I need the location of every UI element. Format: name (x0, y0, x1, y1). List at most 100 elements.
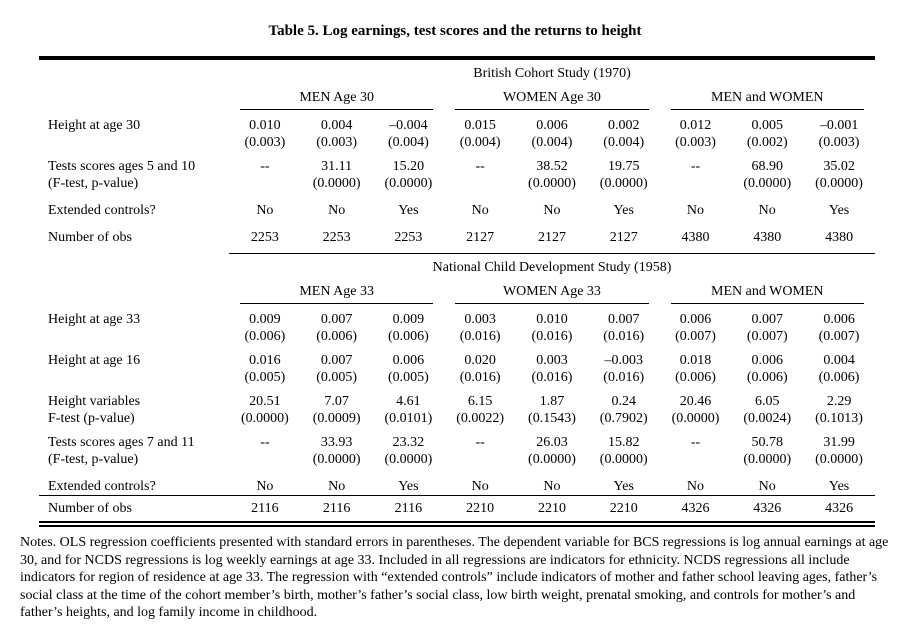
column-group: MEN Age 30 (229, 85, 444, 110)
panel-title: British Cohort Study (1970) (229, 56, 875, 85)
row-label-spacer (39, 254, 229, 280)
coefficient: -- (475, 435, 485, 450)
coefficient: Yes (828, 203, 850, 218)
data-cell: 0.009 (0.006) (229, 304, 301, 345)
table-title: Table 5. Log earnings, test scores and t… (268, 23, 642, 39)
coefficient: 4380 (681, 230, 710, 245)
standard-error: (0.005) (388, 370, 429, 385)
coefficient: 2.29 (826, 394, 852, 409)
coefficient: No (543, 479, 561, 494)
panel-title: National Child Development Study (1958) (229, 253, 875, 279)
table-row: MEN Age 33 WOMEN Age 33 MEN and WOMEN (39, 279, 875, 304)
row-label-line: Height at age 16 (48, 353, 141, 368)
standard-error: (0.016) (603, 370, 645, 385)
coefficient: 50.78 (751, 435, 783, 450)
data-cell: 38.52 (0.0000) (516, 151, 588, 192)
data-cell: 31.99 (0.0000) (803, 427, 875, 468)
standard-error: (0.0000) (743, 452, 792, 467)
coefficient: No (471, 203, 489, 218)
coefficient: 4326 (681, 501, 710, 516)
data-cell: No (301, 468, 373, 496)
row-label: Number of obs (39, 219, 229, 254)
coefficient: Yes (398, 479, 419, 494)
row-label-line: Number of obs (48, 501, 132, 516)
row-label: Tests scores ages 5 and 10 (F-test, p-val… (39, 151, 229, 192)
data-cell: No (444, 192, 516, 219)
coefficient: 0.009 (249, 312, 281, 327)
data-cell: 0.004 (0.003) (301, 110, 373, 151)
standard-error: (0.0000) (815, 176, 863, 191)
standard-error: (0.002) (746, 135, 788, 150)
coefficient: –0.001 (819, 118, 859, 133)
data-cell: 0.006 (0.006) (731, 345, 803, 386)
table-row: Height variables F-test (p-value) 20.51 (0.… (39, 386, 875, 427)
coefficient: -- (260, 159, 270, 174)
column-group: MEN and WOMEN (660, 279, 875, 304)
data-cell: 4326 (803, 495, 875, 524)
data-cell: 0.24 (0.7902) (588, 386, 660, 427)
table-row: Height at age 16 0.016 (0.005) 0.007 (0.005)… (39, 345, 875, 386)
data-cell: 20.46 (0.0000) (660, 386, 732, 427)
data-cell: 4380 (803, 219, 875, 254)
data-cell: Yes (803, 192, 875, 219)
data-cell: 6.15 (0.0022) (444, 386, 516, 427)
data-cell: 2253 (373, 219, 445, 254)
coefficient: 38.52 (536, 159, 568, 174)
column-group-header: MEN Age 33 (240, 281, 434, 304)
coefficient: 0.007 (320, 353, 353, 368)
coefficient: 0.003 (536, 353, 568, 368)
coefficient: 0.010 (536, 312, 568, 327)
table-row: Height at age 33 0.009 (0.006) 0.007 (0.006)… (39, 304, 875, 345)
table-row: MEN Age 30 WOMEN Age 30 MEN and WOMEN (39, 85, 875, 110)
standard-error: (0.0000) (528, 176, 576, 191)
row-label-line: Tests scores ages 5 and 10 (48, 159, 196, 174)
row-label: Extended controls? (39, 468, 229, 496)
data-cell: 0.005 (0.002) (731, 110, 803, 151)
standard-error: (0.0000) (599, 176, 648, 191)
coefficient: 2116 (251, 501, 279, 516)
data-cell: -- (444, 151, 516, 192)
coefficient: 2127 (466, 230, 495, 245)
standard-error: (0.0009) (312, 411, 361, 426)
coefficient: 0.010 (249, 118, 281, 133)
standard-error: (0.016) (459, 370, 501, 385)
coefficient: 6.05 (754, 394, 780, 409)
data-cell: 2127 (444, 219, 516, 254)
coefficient: Yes (613, 479, 634, 494)
data-cell: 0.003 (0.016) (444, 304, 516, 345)
coefficient: 2127 (609, 230, 638, 245)
data-cell: Yes (588, 192, 660, 219)
data-cell: 7.07 (0.0009) (301, 386, 373, 427)
data-cell: No (516, 468, 588, 496)
coefficient: 4.61 (396, 394, 421, 409)
data-cell: Yes (803, 468, 875, 496)
table-row: Number of obs 2116 2116 2116 2210 2210 2210 432… (39, 495, 875, 524)
standard-error: (0.016) (459, 329, 501, 344)
column-group-header: WOMEN Age 30 (455, 87, 649, 110)
standard-error: (0.0000) (743, 176, 792, 191)
standard-error: (0.004) (603, 135, 645, 150)
results-table: British Cohort Study (1970) MEN Age 30 WOM… (39, 56, 875, 527)
standard-error: (0.0000) (815, 452, 863, 467)
coefficient: -- (690, 435, 701, 450)
coefficient: 0.016 (249, 353, 281, 368)
standard-error: (0.0000) (528, 452, 576, 467)
paper-page: Table 5. Log earnings, test scores and t… (0, 22, 910, 641)
data-cell: 26.03 (0.0000) (516, 427, 588, 468)
data-cell: 4326 (659, 495, 732, 524)
coefficient: 0.006 (751, 353, 783, 368)
data-cell: 4380 (731, 219, 803, 254)
row-label-line: F-test (p-value) (48, 411, 135, 426)
data-cell: -- (229, 427, 301, 468)
standard-error: (0.004) (459, 135, 501, 150)
row-label-line: (F-test, p-value) (48, 452, 139, 467)
coefficient: 2116 (394, 501, 423, 516)
coefficient: No (686, 479, 705, 494)
data-cell: 2116 (372, 495, 445, 524)
table-row: British Cohort Study (1970) (39, 56, 875, 85)
coefficient: 0.015 (464, 118, 496, 133)
data-cell: 2253 (229, 219, 301, 254)
coefficient: 26.03 (536, 435, 568, 450)
coefficient: 68.90 (751, 159, 783, 174)
coefficient: 0.020 (464, 353, 496, 368)
